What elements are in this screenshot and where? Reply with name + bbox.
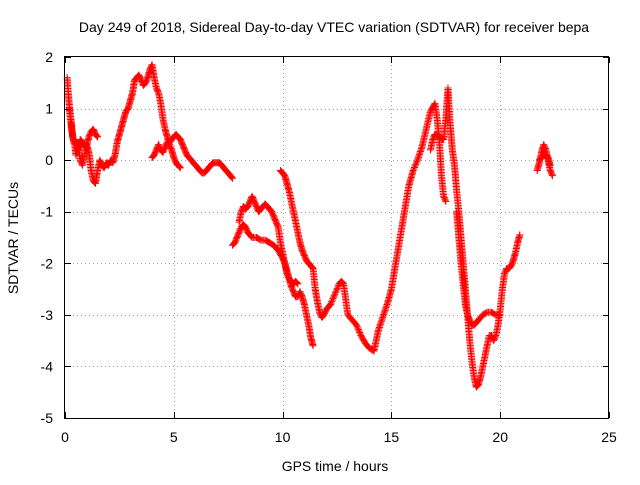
data-point [354,324,362,332]
data-point [441,196,449,204]
data-point [292,278,300,286]
x-tick-label: 5 [170,429,178,445]
data-point [227,172,235,180]
y-tick-label: -4 [41,358,54,374]
data-point [326,301,334,309]
data-point [411,162,419,170]
data-point [294,280,302,288]
data-point [353,323,361,331]
y-tick-label: 1 [45,101,53,117]
data-point [94,133,102,141]
data-trace [63,61,184,187]
data-point [354,326,362,334]
data-point [548,172,556,180]
y-tick-label: 0 [45,152,53,168]
data-trace [535,151,554,169]
data-point [330,293,338,301]
data-point [333,286,341,294]
data-point [496,311,504,319]
data-point [338,278,346,286]
data-point [309,342,317,350]
y-tick-label: -2 [41,255,54,271]
data-point [543,152,551,160]
data-point [274,222,282,230]
data-point [442,197,450,205]
data-point [353,321,361,329]
data-point [473,382,481,390]
data-point [548,170,556,178]
data-point [410,165,418,173]
x-tick-label: 15 [384,429,400,445]
data-point [410,164,418,172]
data-point [412,161,420,169]
data-point [175,162,183,170]
data-point [516,231,524,239]
data-point [330,292,338,300]
y-tick-label: -3 [41,307,54,323]
data-point [81,142,89,150]
data-point [327,299,335,307]
x-tick-label: 20 [492,429,508,445]
x-tick-label: 25 [601,429,617,445]
y-tick-label: -1 [41,204,54,220]
data-point [329,295,337,303]
axis-ticks: 0 5 10 15 20 25 -5 -4 -3 -2 -1 0 1 2 [41,49,617,445]
data-point [331,289,339,297]
data-point [208,160,216,168]
data-point [409,166,417,174]
x-axis-label: GPS time / hours [282,458,389,474]
chart-title: Day 249 of 2018, Sidereal Day-to-day VTE… [79,19,589,35]
data-point [413,158,421,166]
data-trace [427,84,524,391]
data-point [308,263,316,271]
data-point [546,161,554,169]
data-point [176,163,184,171]
data-point [176,164,184,172]
grid-lines [65,57,609,418]
x-tick-label: 10 [275,429,291,445]
data-point [333,284,341,292]
data-trace [148,130,237,182]
data-point [228,173,236,181]
data-point [93,132,101,140]
data-point [356,329,364,337]
data-trace [276,99,450,355]
data-point [412,159,420,167]
x-tick-label: 0 [61,429,69,445]
y-tick-label: -5 [41,410,54,426]
data-trace [453,208,504,329]
data-point [247,232,255,240]
data-point [279,170,287,178]
data-point [293,279,301,287]
data-point [332,287,340,295]
data-point [334,283,342,291]
data-point [328,296,336,304]
plot-frame [64,56,609,419]
y-axis-label: SDTVAR / TECUs [5,182,21,294]
data-point [331,290,339,298]
data-trace [235,192,302,288]
data-point [355,327,363,335]
data-trace [65,105,102,154]
y-tick-label: 2 [45,49,53,65]
data-point [92,131,100,139]
data-point [229,174,237,182]
data-trace [229,221,317,350]
data-point [328,298,336,306]
data-markers [63,61,556,391]
data-point [123,106,131,114]
